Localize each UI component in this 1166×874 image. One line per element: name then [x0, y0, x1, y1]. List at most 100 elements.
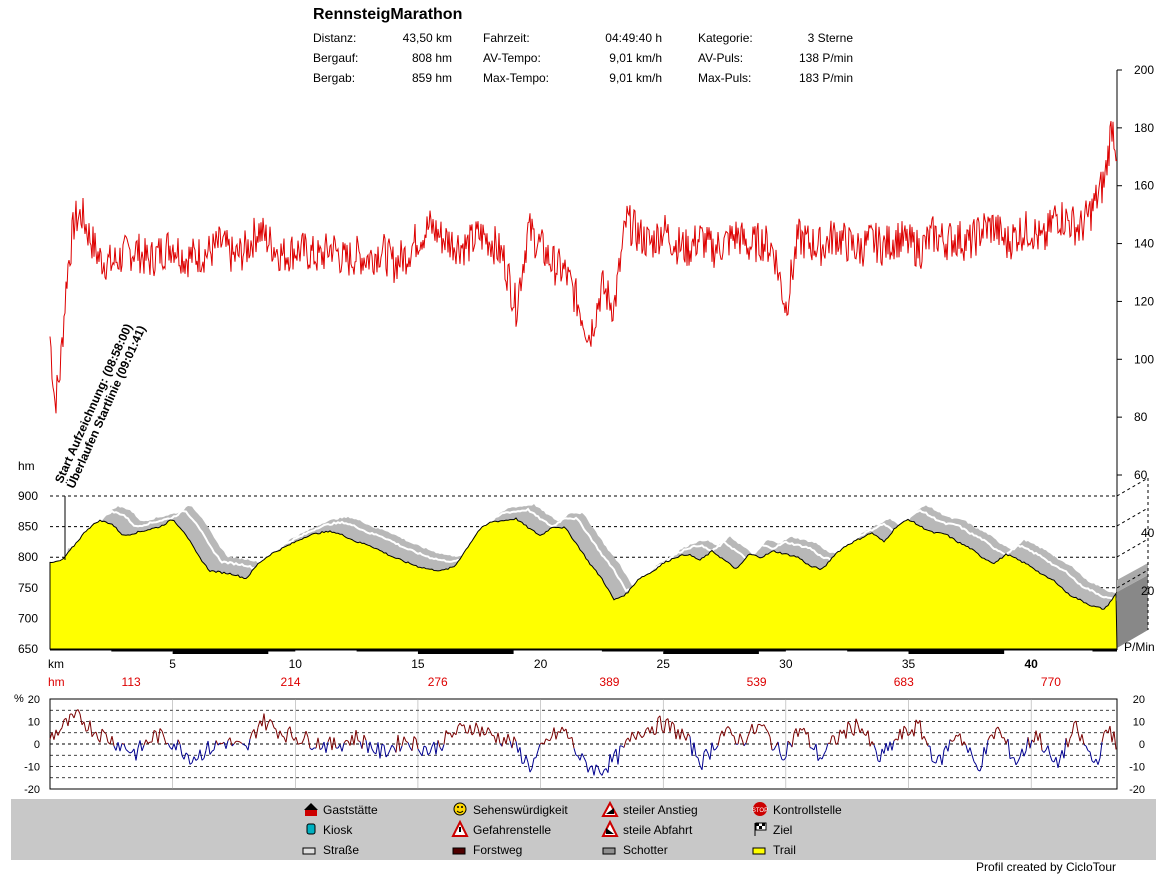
- km-tick-label: 25: [657, 657, 671, 671]
- gradient-segment: [247, 738, 251, 751]
- gradient-segment: [611, 753, 615, 763]
- gradient-segment: [509, 740, 513, 749]
- gradient-segment: [1077, 732, 1081, 742]
- gradient-segment: [885, 742, 889, 752]
- trail-swatch: [752, 847, 766, 855]
- gradient-segment: [545, 738, 549, 741]
- gradient-segment: [675, 729, 679, 740]
- gradient-segment: [485, 727, 489, 735]
- gradient-segment: [413, 736, 417, 740]
- gradient-segment: [843, 729, 847, 739]
- pulse-axis-ticks: 200 180 160 140 120 100 80 60: [1117, 63, 1154, 482]
- gradient-segment: [795, 728, 799, 737]
- gradient-segment: [639, 734, 643, 738]
- gradient-segment: [999, 730, 1003, 739]
- gradient-segment: [1009, 757, 1013, 760]
- gradient-segment: [537, 744, 541, 751]
- gradient-segment: [137, 740, 141, 749]
- gradient-segment: [579, 753, 583, 761]
- gradient-segment: [697, 757, 701, 766]
- stat-label-max-pulse: Max-Puls:: [698, 71, 751, 85]
- gradient-tick-right: -10: [1129, 762, 1145, 774]
- gradient-grid: [50, 699, 1117, 789]
- gradient-segment: [361, 734, 365, 749]
- gradient-segment: [561, 726, 565, 732]
- gradient-segment: [1013, 757, 1017, 766]
- gradient-segment: [733, 735, 737, 745]
- gradient-segment: [1081, 734, 1085, 745]
- gradient-segment: [527, 762, 531, 773]
- gradient-segment: [467, 724, 471, 734]
- gradient-segment: [191, 756, 195, 764]
- gradient-segment: [459, 722, 463, 727]
- stat-value-max-pulse: 183 P/min: [799, 71, 853, 85]
- gradient-segment: [961, 741, 965, 746]
- gradient-segment: [379, 744, 383, 759]
- gradient-segment: [381, 743, 385, 746]
- gradient-segment: [873, 744, 877, 751]
- gradient-segment: [451, 732, 455, 738]
- elevation-tick-label: 850: [18, 520, 38, 534]
- gradient-segment: [163, 736, 167, 745]
- gradient-segment: [351, 734, 355, 746]
- gradient-segment: [833, 735, 837, 745]
- gradient-segment: [349, 734, 353, 746]
- gradient-segment: [751, 723, 755, 734]
- gradient-segment: [929, 746, 933, 762]
- gradient-segment: [309, 747, 313, 751]
- gradient-segment: [199, 749, 203, 761]
- pulse-tick-label: 80: [1134, 410, 1148, 424]
- gradient-segment: [177, 739, 181, 745]
- legend-label-strasse: Straße: [323, 843, 359, 857]
- gradient-segment: [893, 738, 897, 741]
- footer-credit: Profil created by CicloTour: [976, 860, 1116, 874]
- stat-label-category: Kategorie:: [698, 31, 753, 45]
- gradient-segment: [685, 733, 689, 741]
- depth-line-2: [1116, 507, 1149, 527]
- gradient-segment: [897, 728, 901, 741]
- gradient-segment: [215, 740, 219, 746]
- pulse-tick-label: 200: [1134, 63, 1154, 77]
- gradient-segment: [981, 747, 985, 766]
- gradient-segment: [303, 730, 307, 739]
- gradient-segment: [791, 733, 795, 748]
- gradient-segment: [797, 728, 801, 737]
- gradient-segment: [971, 754, 975, 762]
- gradient-segment: [867, 730, 871, 747]
- gradient-segment: [1003, 737, 1007, 744]
- gradient-segment: [871, 741, 875, 746]
- legend-label-kontrollstelle: Kontrollstelle: [773, 803, 842, 817]
- gradient-segment: [653, 733, 657, 735]
- gradient-segment: [947, 739, 951, 752]
- gradient-segment: [117, 742, 121, 752]
- gradient-segment: [53, 729, 57, 740]
- gradient-segment: [837, 729, 841, 743]
- pulse-axis-tick-40: 40: [1141, 526, 1155, 540]
- km-axis-unit: km: [48, 657, 64, 671]
- gradient-segment: [403, 736, 407, 742]
- gradient-segment: [1027, 737, 1031, 749]
- gradient-segment: [51, 732, 55, 740]
- surface-segment: [417, 650, 514, 654]
- km-tick-label: 35: [902, 657, 916, 671]
- gradient-segment: [743, 742, 747, 747]
- gradient-segment: [83, 721, 87, 732]
- gradient-segment: [931, 760, 935, 763]
- gradient-segment: [475, 722, 479, 729]
- gradient-segment: [77, 709, 81, 715]
- gradient-segment: [61, 719, 65, 728]
- stat-value-avg-pulse: 138 P/min: [799, 51, 853, 65]
- gradient-segment: [1065, 737, 1069, 748]
- gradient-segment: [427, 752, 431, 756]
- stat-value-distance: 43,50 km: [403, 31, 452, 45]
- elevation-tick-label: 800: [18, 550, 38, 564]
- gradient-segment: [189, 762, 193, 765]
- gradient-segment: [407, 742, 411, 748]
- gradient-segment: [501, 736, 505, 747]
- gradient-axis-ticks: 20 20 10 10 0 0 -10 -10 -20 -20: [24, 694, 1145, 796]
- gradient-segment: [755, 724, 759, 733]
- gradient-tick-left: 0: [34, 739, 40, 751]
- gradient-segment: [861, 728, 865, 735]
- gradient-segment: [901, 726, 905, 740]
- gradient-segment: [823, 750, 827, 755]
